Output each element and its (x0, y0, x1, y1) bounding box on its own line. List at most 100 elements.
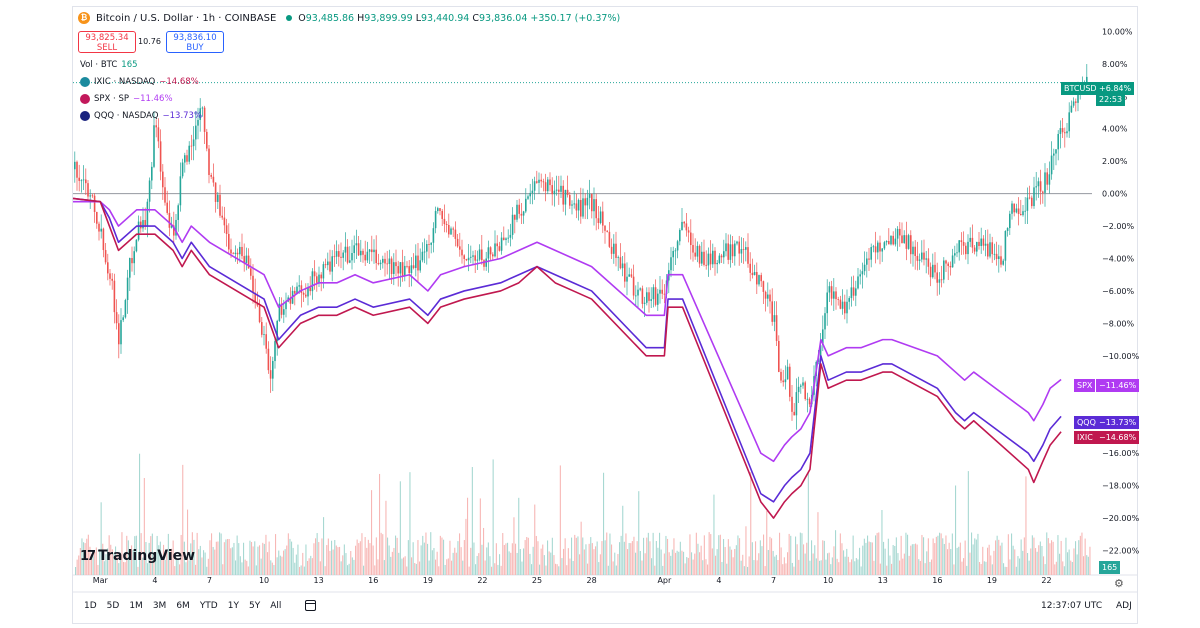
volume-bar (409, 472, 411, 575)
candle-body (210, 174, 212, 177)
candle-body (481, 249, 483, 261)
candle-body (470, 256, 472, 258)
candle-body (844, 301, 846, 314)
legend-qqq[interactable]: QQQ · NASDAQ −13.73% (80, 111, 202, 121)
candle-body (432, 228, 435, 243)
candle-body (879, 242, 881, 252)
volume-bar (836, 558, 838, 575)
volume-bar (275, 534, 277, 575)
candle-body (910, 235, 912, 255)
range-button-ytd[interactable]: YTD (199, 600, 218, 611)
volume-bar (772, 550, 774, 575)
candle-body (588, 194, 591, 198)
volume-bar (281, 556, 283, 575)
settings-gear-icon[interactable]: ⚙ (1114, 577, 1124, 590)
range-button-1y[interactable]: 1Y (227, 600, 239, 611)
volume-bar (441, 537, 443, 575)
candle-body (417, 255, 419, 271)
volume-bar (1019, 558, 1021, 575)
candle-body (905, 235, 908, 249)
candle-body (663, 293, 666, 295)
volume-bar (852, 535, 854, 575)
range-button-6m[interactable]: 6M (176, 600, 190, 611)
candle-body (819, 345, 822, 359)
volume-bar (607, 565, 609, 575)
volume-bar (1023, 537, 1025, 575)
sell-button[interactable]: 93,825.34 SELL (78, 31, 136, 53)
candle-body (1050, 155, 1053, 175)
candle-body (789, 366, 791, 397)
candle-body (608, 231, 611, 247)
range-button-1d[interactable]: 1D (84, 600, 97, 611)
volume-bar (487, 542, 489, 575)
volume-bar (148, 542, 150, 575)
volume-bar (724, 547, 726, 575)
utc-clock[interactable]: 12:37:07 UTC (1041, 601, 1103, 611)
range-button-3m[interactable]: 3M (152, 600, 167, 611)
y-tick-label: −4.00% (1102, 254, 1135, 263)
candle-body (265, 334, 267, 349)
candle-body (276, 320, 278, 342)
candle-body (956, 252, 958, 254)
btc-name-tag: BTCUSD (1061, 82, 1100, 95)
volume-bar (662, 565, 664, 575)
calendar-icon[interactable] (305, 600, 317, 611)
volume-bar (534, 504, 536, 575)
volume-bar (1054, 564, 1056, 575)
candle-body (987, 243, 989, 257)
candle-body (1013, 203, 1015, 213)
candle-body (201, 107, 204, 109)
range-button-all[interactable]: All (270, 600, 282, 611)
volume-bar (891, 563, 893, 575)
range-button-5d[interactable]: 5D (106, 600, 120, 611)
candle-body (694, 252, 696, 257)
candle-body (474, 255, 476, 261)
candle-body (357, 243, 360, 256)
volume-bar (585, 544, 587, 575)
volume-bar (350, 550, 352, 575)
legend-spx[interactable]: SPX · SP −11.46% (80, 94, 173, 104)
candle-body (1044, 172, 1046, 193)
volume-bar (822, 540, 824, 575)
adjust-button[interactable]: ADJ (1116, 601, 1132, 611)
volume-bar (777, 560, 779, 575)
volume-bar (454, 547, 456, 575)
buy-button[interactable]: 93,836.10 BUY (166, 31, 224, 53)
candle-body (192, 139, 195, 147)
range-button-1m[interactable]: 1M (129, 600, 143, 611)
volume-bar (783, 557, 785, 575)
candle-body (989, 242, 991, 257)
candle-body (960, 240, 963, 243)
volume-bar (374, 565, 376, 575)
volume-bar (214, 549, 216, 575)
volume-bar (774, 556, 776, 575)
candle-body (901, 235, 903, 243)
y-tick-label: 4.00% (1102, 125, 1128, 134)
candle-body (410, 265, 413, 274)
candle-body (868, 258, 870, 260)
x-tick-label: 25 (532, 576, 542, 585)
volume-bar (387, 537, 389, 575)
candle-body (285, 301, 287, 310)
legend-ixic[interactable]: IXIC · NASDAQ −14.68% (80, 77, 199, 87)
volume-bar (1079, 535, 1081, 575)
volume-bar (921, 534, 923, 575)
candle-body (742, 249, 745, 250)
volume-bar (503, 544, 505, 575)
candle-body (701, 251, 703, 264)
legend-volume[interactable]: Vol · BTC 165 (80, 60, 138, 70)
spx-line (73, 200, 1062, 463)
candle-body (406, 265, 408, 267)
volume-bar (1033, 537, 1035, 575)
volume-bar (382, 534, 384, 575)
volume-bar (164, 560, 166, 575)
volume-bar (564, 538, 566, 575)
volume-bar (657, 547, 659, 575)
nasdaq-icon (80, 77, 90, 87)
candle-body (232, 253, 234, 255)
range-button-5y[interactable]: 5Y (248, 600, 261, 611)
volume-bar (251, 541, 253, 575)
symbol-title[interactable]: Bitcoin / U.S. Dollar · 1h · COINBASE (96, 12, 277, 24)
volume-bar (500, 565, 502, 575)
